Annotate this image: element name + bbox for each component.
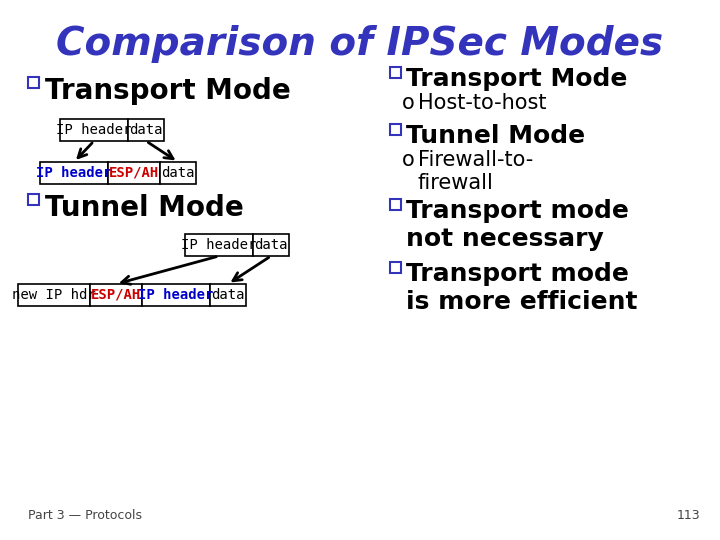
Text: new IP hdr: new IP hdr — [12, 288, 96, 302]
Bar — [90, 284, 142, 306]
Bar — [128, 119, 164, 141]
Bar — [390, 124, 401, 135]
Bar — [60, 119, 128, 141]
Bar — [40, 162, 108, 184]
Bar — [28, 77, 39, 88]
Bar — [185, 234, 253, 256]
Text: ESP/AH: ESP/AH — [91, 288, 141, 302]
Text: Firewall-to-
firewall: Firewall-to- firewall — [418, 150, 534, 193]
Text: Tunnel Mode: Tunnel Mode — [45, 194, 244, 222]
Text: 113: 113 — [676, 509, 700, 522]
Text: data: data — [254, 238, 288, 252]
Text: IP header: IP header — [36, 166, 112, 180]
Text: ESP/AH: ESP/AH — [109, 166, 159, 180]
Text: Transport Mode: Transport Mode — [406, 67, 627, 91]
Text: Tunnel Mode: Tunnel Mode — [406, 124, 585, 148]
Text: o: o — [402, 93, 415, 113]
Text: Transport Mode: Transport Mode — [45, 77, 291, 105]
Bar — [253, 234, 289, 256]
Text: Host-to-host: Host-to-host — [418, 93, 546, 113]
Bar — [18, 284, 90, 306]
Bar — [142, 284, 210, 306]
Text: Transport mode
not necessary: Transport mode not necessary — [406, 199, 629, 251]
Text: data: data — [130, 123, 163, 137]
Bar — [160, 162, 196, 184]
Text: IP header: IP header — [181, 238, 257, 252]
Bar — [28, 194, 39, 205]
Text: IP header: IP header — [138, 288, 214, 302]
Bar — [390, 67, 401, 78]
Bar — [210, 284, 246, 306]
Text: data: data — [161, 166, 194, 180]
Text: Comparison of IPSec Modes: Comparison of IPSec Modes — [56, 25, 664, 63]
Bar — [108, 162, 160, 184]
Text: IP header: IP header — [56, 123, 132, 137]
Text: Part 3 — Protocols: Part 3 — Protocols — [28, 509, 142, 522]
Bar — [390, 199, 401, 210]
Text: o: o — [402, 150, 415, 170]
Bar — [390, 262, 401, 273]
Text: data: data — [211, 288, 245, 302]
Text: Transport mode
is more efficient: Transport mode is more efficient — [406, 262, 637, 314]
